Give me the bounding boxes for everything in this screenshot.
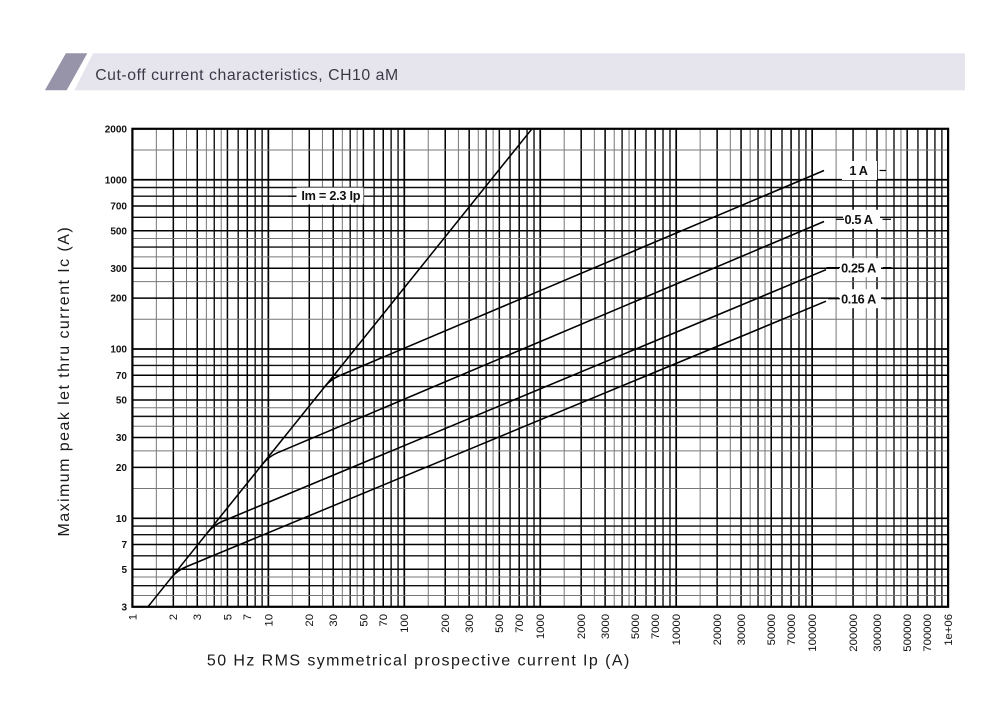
svg-text:3: 3 bbox=[192, 614, 204, 620]
svg-text:0.25 A: 0.25 A bbox=[841, 261, 876, 275]
svg-text:70: 70 bbox=[378, 614, 390, 627]
svg-text:10: 10 bbox=[263, 614, 275, 627]
svg-text:300000: 300000 bbox=[872, 614, 884, 652]
svg-text:2000: 2000 bbox=[576, 614, 588, 639]
svg-text:100: 100 bbox=[399, 614, 411, 633]
svg-text:0.16 A: 0.16 A bbox=[841, 292, 876, 306]
svg-text:7: 7 bbox=[121, 540, 127, 551]
svg-text:7: 7 bbox=[242, 614, 254, 620]
svg-text:700: 700 bbox=[514, 614, 526, 633]
svg-text:30: 30 bbox=[328, 614, 340, 627]
svg-text:3000: 3000 bbox=[600, 614, 612, 639]
svg-text:5000: 5000 bbox=[630, 614, 642, 639]
svg-text:2000: 2000 bbox=[105, 124, 128, 135]
svg-text:1: 1 bbox=[127, 614, 139, 620]
svg-text:300: 300 bbox=[110, 264, 127, 275]
svg-text:200: 200 bbox=[440, 614, 452, 633]
svg-text:0.5 A: 0.5 A bbox=[844, 213, 872, 227]
svg-text:1000: 1000 bbox=[105, 175, 128, 186]
svg-text:1e+06: 1e+06 bbox=[943, 614, 955, 646]
svg-text:50: 50 bbox=[116, 396, 128, 407]
svg-text:50: 50 bbox=[358, 614, 370, 627]
svg-text:50 Hz RMS symmetrical prospect: 50 Hz RMS symmetrical prospective curren… bbox=[207, 653, 631, 670]
svg-text:3: 3 bbox=[121, 602, 127, 613]
svg-text:5: 5 bbox=[222, 614, 234, 620]
svg-text:500000: 500000 bbox=[902, 614, 914, 652]
svg-text:20: 20 bbox=[116, 463, 128, 474]
svg-text:Im = 2.3 Ip: Im = 2.3 Ip bbox=[301, 189, 360, 203]
svg-text:30: 30 bbox=[116, 433, 128, 444]
svg-text:Maximum peak let thru current: Maximum peak let thru current Ic (A) bbox=[56, 226, 73, 537]
svg-text:500: 500 bbox=[494, 614, 506, 633]
svg-text:20000: 20000 bbox=[712, 614, 724, 645]
svg-text:700000: 700000 bbox=[922, 614, 934, 652]
svg-text:300: 300 bbox=[464, 614, 476, 633]
svg-text:70: 70 bbox=[116, 371, 128, 382]
svg-text:10: 10 bbox=[116, 514, 128, 525]
svg-text:Cut-off current characteristic: Cut-off current characteristics, CH10 aM bbox=[95, 67, 399, 84]
svg-text:20: 20 bbox=[304, 614, 316, 627]
svg-text:30000: 30000 bbox=[736, 614, 748, 645]
svg-text:700: 700 bbox=[110, 202, 127, 213]
svg-text:5: 5 bbox=[121, 565, 127, 576]
svg-text:7000: 7000 bbox=[650, 614, 662, 639]
svg-text:100000: 100000 bbox=[807, 614, 819, 652]
svg-text:70000: 70000 bbox=[786, 614, 798, 645]
svg-text:200: 200 bbox=[110, 294, 127, 305]
svg-text:1 A: 1 A bbox=[849, 164, 867, 178]
svg-text:50000: 50000 bbox=[766, 614, 778, 645]
svg-text:500: 500 bbox=[110, 226, 127, 237]
svg-text:200000: 200000 bbox=[848, 614, 860, 652]
svg-text:10000: 10000 bbox=[671, 614, 683, 645]
svg-text:100: 100 bbox=[110, 345, 127, 356]
svg-text:2: 2 bbox=[168, 614, 180, 620]
svg-text:1000: 1000 bbox=[535, 614, 547, 639]
